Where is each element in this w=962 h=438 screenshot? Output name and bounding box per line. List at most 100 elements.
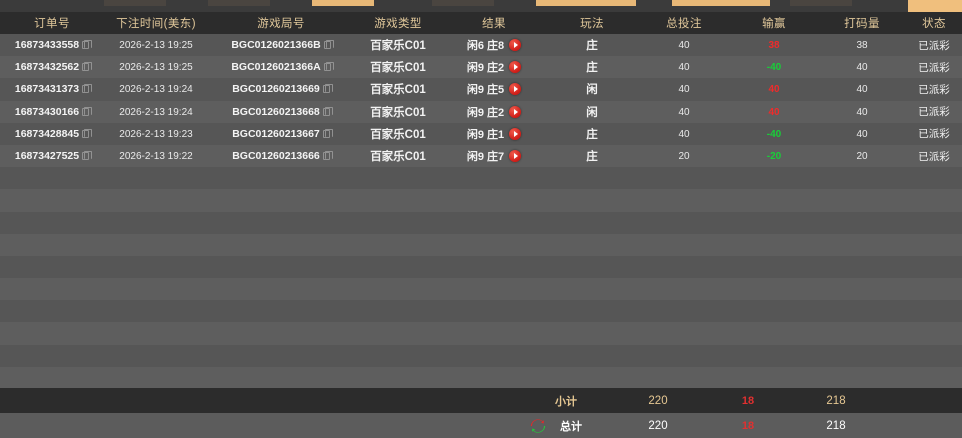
cell-result: 闲9 庄1	[442, 126, 546, 142]
table-row[interactable]: 16873432562 2026-2-13 19:25 BGC0126021366A…	[0, 56, 962, 79]
win-loss-text: 40	[768, 106, 780, 118]
cell-win-loss: 40	[730, 83, 818, 95]
cell-game-type: 百家乐C01	[354, 148, 442, 164]
tab-3[interactable]	[312, 0, 374, 6]
round-no-text: BGC01260213667	[232, 127, 320, 140]
cell-turnover: 40	[818, 128, 906, 140]
cell-game-type: 百家乐C01	[354, 104, 442, 120]
status-text: 已派彩	[918, 39, 950, 52]
win-loss-text: -20	[766, 151, 782, 163]
copy-icon[interactable]	[322, 84, 333, 94]
tab-7[interactable]	[790, 0, 852, 6]
grandtotal-label: 总计	[560, 420, 582, 433]
table-footer: 小计 220 18 218 总计 220 18 218	[0, 388, 962, 438]
refresh-icon[interactable]	[530, 418, 546, 433]
tab-5[interactable]	[536, 0, 636, 6]
cell-status: 已派彩	[906, 82, 962, 97]
win-loss-text: -40	[766, 128, 782, 140]
cell-order-no[interactable]: 16873431373	[0, 83, 104, 95]
cell-win-loss: -20	[730, 150, 818, 162]
cell-result: 闲9 庄2	[442, 59, 546, 75]
tab-2[interactable]	[208, 0, 270, 6]
cell-play-type: 闲	[546, 81, 638, 97]
status-text: 已派彩	[918, 106, 950, 119]
copy-icon[interactable]	[82, 151, 93, 161]
table-row[interactable]: 16873433558 2026-2-13 19:25 BGC0126021366B…	[0, 34, 962, 57]
cell-total-bet: 20	[638, 150, 730, 162]
table-row[interactable]: 16873430166 2026-2-13 19:24 BGC01260213668…	[0, 100, 962, 123]
cell-order-no[interactable]: 16873427525	[0, 150, 104, 162]
copy-icon[interactable]	[322, 128, 333, 138]
bet-time-text: 2026-2-13 19:24	[119, 106, 193, 118]
play-icon[interactable]	[509, 105, 522, 118]
tab-active[interactable]	[908, 0, 962, 12]
cell-bet-time: 2026-2-13 19:24	[104, 83, 208, 95]
cell-order-no[interactable]: 16873430166	[0, 106, 104, 118]
win-loss-text: -40	[766, 62, 782, 74]
tab-1[interactable]	[104, 0, 166, 6]
play-icon[interactable]	[509, 150, 522, 163]
round-no-text: BGC01260213669	[232, 83, 320, 96]
turnover-text: 40	[856, 62, 868, 74]
play-type-text: 庄	[586, 128, 598, 141]
play-icon[interactable]	[509, 83, 522, 96]
game-type-text: 百家乐C01	[370, 62, 426, 75]
copy-icon[interactable]	[82, 106, 93, 116]
table-row[interactable]: 16873428845 2026-2-13 19:23 BGC01260213667…	[0, 122, 962, 145]
bet-time-text: 2026-2-13 19:25	[119, 62, 193, 74]
play-icon[interactable]	[509, 127, 522, 140]
grandtotal-label-group: 总计	[520, 418, 612, 434]
column-header-game-type: 游戏类型	[374, 18, 422, 30]
grandtotal-turnover: 218	[826, 419, 846, 432]
cell-turnover: 40	[818, 83, 906, 95]
cell-result: 闲6 庄8	[442, 37, 546, 53]
table-row-empty	[0, 255, 962, 279]
total-bet-text: 20	[678, 151, 690, 163]
cell-order-no[interactable]: 16873432562	[0, 61, 104, 73]
copy-icon[interactable]	[322, 151, 333, 161]
cell-play-type: 庄	[546, 126, 638, 142]
round-no-text: BGC0126021366B	[231, 39, 321, 52]
cell-round-no[interactable]: BGC01260213669	[208, 83, 354, 95]
column-header-win-loss: 输赢	[762, 18, 786, 30]
copy-icon[interactable]	[323, 62, 334, 72]
copy-icon[interactable]	[82, 40, 93, 50]
status-text: 已派彩	[918, 150, 950, 163]
play-icon[interactable]	[509, 39, 522, 52]
copy-icon[interactable]	[322, 106, 333, 116]
subtotal-turnover: 218	[826, 394, 846, 407]
copy-icon[interactable]	[323, 40, 334, 50]
copy-icon[interactable]	[82, 84, 93, 94]
copy-icon[interactable]	[82, 62, 93, 72]
cell-round-no[interactable]: BGC0126021366A	[208, 61, 354, 73]
table-row-empty	[0, 322, 962, 345]
cell-round-no[interactable]: BGC01260213668	[208, 106, 354, 118]
copy-icon[interactable]	[82, 128, 93, 138]
cell-total-bet: 40	[638, 106, 730, 118]
cell-win-loss: -40	[730, 61, 818, 73]
game-type-text: 百家乐C01	[370, 128, 426, 141]
play-icon[interactable]	[509, 61, 522, 74]
cell-order-no[interactable]: 16873428845	[0, 128, 104, 140]
cell-round-no[interactable]: BGC0126021366B	[208, 39, 354, 51]
cell-status: 已派彩	[906, 60, 962, 75]
cell-order-no[interactable]: 16873433558	[0, 39, 104, 51]
cell-round-no[interactable]: BGC01260213667	[208, 128, 354, 140]
column-header-total-bet: 总投注	[666, 18, 702, 30]
grandtotal-total-bet: 220	[648, 419, 668, 432]
cell-round-no[interactable]: BGC01260213666	[208, 150, 354, 162]
column-header-play-type: 玩法	[580, 18, 604, 30]
cell-result: 闲9 庄2	[442, 104, 546, 120]
round-no-text: BGC01260213666	[232, 150, 320, 163]
game-type-text: 百家乐C01	[370, 151, 426, 164]
subtotal-win-loss: 18	[741, 394, 755, 407]
column-header-status: 状态	[922, 18, 946, 30]
tab-4[interactable]	[432, 0, 494, 6]
cell-result: 闲9 庄5	[442, 81, 546, 97]
table-row-empty	[0, 300, 962, 323]
tab-6[interactable]	[672, 0, 770, 6]
table-row[interactable]: 16873431373 2026-2-13 19:24 BGC01260213669…	[0, 78, 962, 101]
bet-time-text: 2026-2-13 19:24	[119, 84, 193, 96]
table-row[interactable]: 16873427525 2026-2-13 19:22 BGC01260213666…	[0, 144, 962, 168]
